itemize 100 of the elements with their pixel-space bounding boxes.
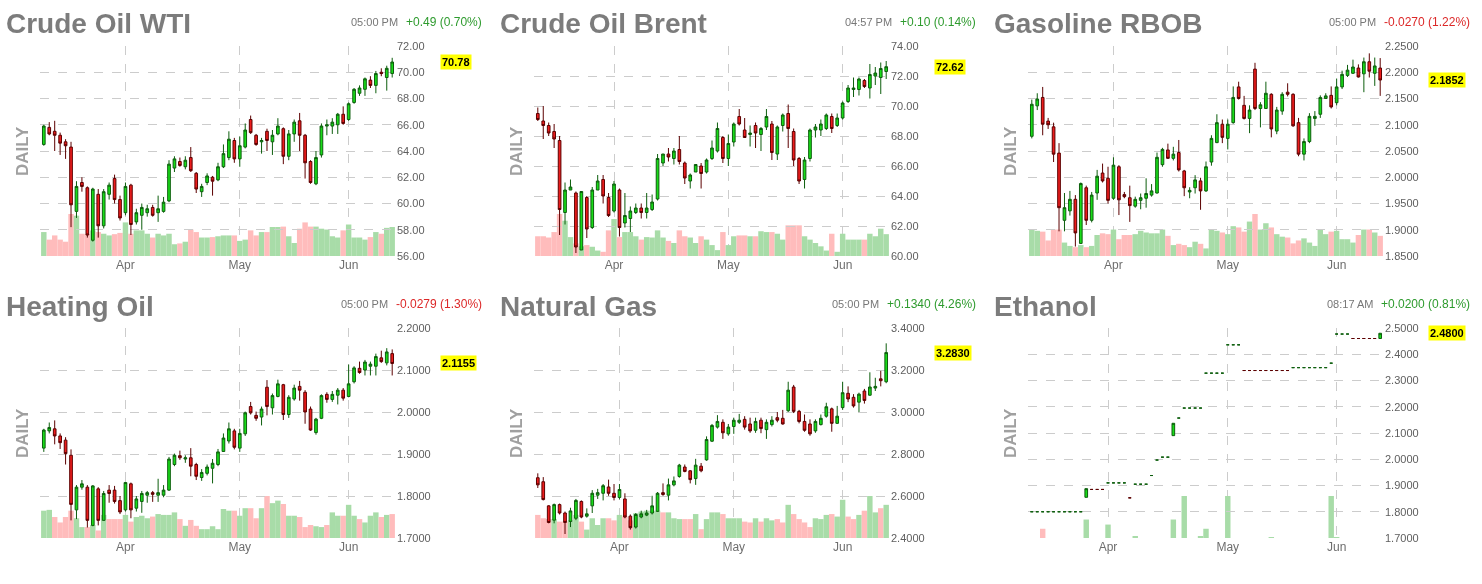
candlestick [878,370,883,387]
y-tick-label: 66.00 [891,159,919,172]
candlestick [134,208,139,225]
candlestick [764,108,769,131]
text: 05:00 PM [832,298,880,310]
candlestick [1084,488,1089,498]
y-tick-label: 2.1500 [1385,92,1419,105]
candlestick [80,176,84,193]
bar [1078,245,1084,256]
candlestick [802,156,807,189]
candlestick [330,390,335,403]
candlestick [1084,185,1089,226]
candlestick [178,157,182,168]
candlestick [699,462,703,473]
candlestick [1198,177,1203,211]
bar [1072,247,1079,256]
candlestick [759,417,763,434]
y-tick-label: 2.2000 [397,321,431,334]
candlestick [1378,57,1383,97]
candlestick [1209,134,1214,167]
text: 3.2830 [936,347,970,359]
candlestick [156,195,160,223]
y-tick-label: 1.9000 [397,447,431,460]
y-axis-title: DAILY [507,407,526,458]
candlestick [248,115,253,135]
bar [1225,496,1231,538]
chart-title: Crude Oil Brent [500,8,707,39]
x-tick-label: Apr [1098,540,1118,554]
chart-title: Ethanol [994,291,1097,322]
candlestick [254,133,258,147]
text: +0.10 (0.14%) [900,15,976,29]
bar [373,232,379,256]
bar [1372,232,1378,256]
candlestick [584,507,589,517]
bar [1083,247,1089,256]
candlestick [606,192,611,218]
bar [149,516,156,538]
candlestick [346,364,351,398]
candlestick [188,146,193,173]
candlestick [1269,92,1274,138]
bar [692,514,699,538]
y-tick-label: 66.00 [397,118,425,131]
candlestick [1068,190,1072,217]
candlestick [156,478,160,503]
candlestick [829,407,834,433]
candlestick [1313,110,1317,127]
bar [584,245,590,256]
x-tick-label: Jun [1326,540,1347,554]
bar [378,233,385,256]
candlestick [846,84,850,104]
bar [1328,231,1334,256]
candlestick [693,164,698,173]
y-tick-label: 62.00 [891,219,919,232]
bar [698,529,704,538]
candlestick [535,107,540,122]
y-tick-label: 60.00 [397,197,425,210]
candlestick [666,478,671,501]
bar [758,521,764,538]
candlestick [352,365,356,384]
text: -0.0279 (1.30%) [396,297,483,311]
candlestick [819,414,823,426]
candlestick [693,458,698,486]
y-tick-label: 2.6000 [891,489,925,502]
y-tick-label: 3.0000 [891,405,925,418]
bar [258,232,265,256]
candlestick [265,128,269,152]
candlestick [1356,63,1361,78]
candlestick [41,124,46,147]
candlestick [276,117,280,136]
candlestick [639,203,644,219]
candlestick [335,112,340,135]
text: 04:57 PM [845,16,893,28]
bar [856,514,862,538]
bar [1361,229,1367,256]
bar [329,512,336,538]
candlestick [1253,62,1257,111]
y-tick-label: 58.00 [397,223,425,236]
candlestick [150,490,155,503]
candlestick [857,392,861,413]
x-tick-label: Jun [338,540,359,554]
candlestick [737,108,742,126]
candlestick [595,174,600,191]
candlestick [753,122,758,149]
candlestick [281,383,286,421]
candlestick [835,405,840,425]
y-tick-label: 68.00 [891,129,919,142]
x-tick-label: Apr [604,258,624,272]
candlestick [846,385,850,403]
candlestick [617,483,622,501]
candlestick [840,381,845,411]
candlestick [780,409,785,426]
bar [1197,243,1204,256]
y-tick-label: 3.4000 [891,321,925,334]
candlestick [835,113,840,128]
bar [122,222,129,256]
candlestick [1225,119,1230,150]
candlestick [851,393,856,409]
candlestick [276,379,280,398]
candlestick [541,105,546,140]
text: +0.49 (0.70%) [406,15,482,29]
